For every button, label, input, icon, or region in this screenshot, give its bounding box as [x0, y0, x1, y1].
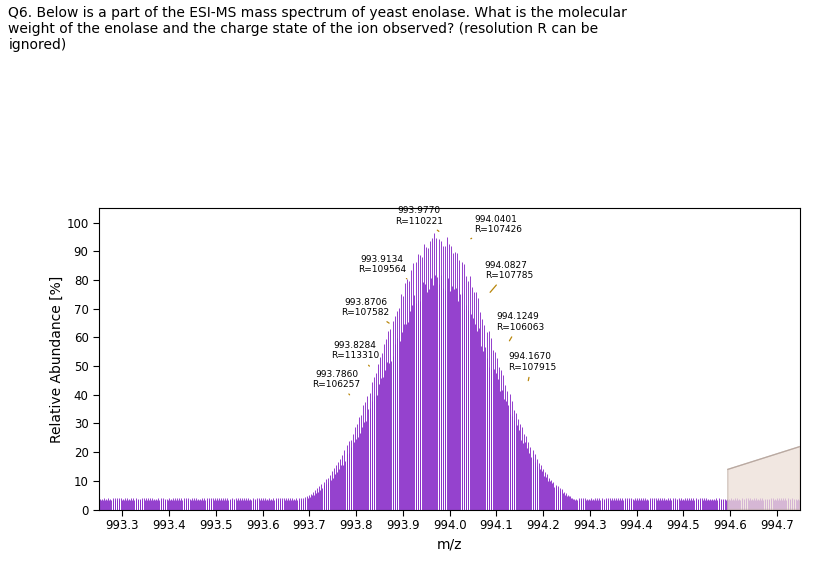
Text: Q6. Below is a part of the ESI-MS mass spectrum of yeast enolase. What is the mo: Q6. Below is a part of the ESI-MS mass s… [8, 6, 627, 52]
Y-axis label: Relative Abundance [%]: Relative Abundance [%] [50, 276, 64, 442]
Polygon shape [728, 446, 800, 510]
Text: 994.1249
R=106063: 994.1249 R=106063 [497, 312, 544, 341]
Text: 994.0827
R=107785: 994.0827 R=107785 [485, 261, 533, 292]
Text: 994.1670
R=107915: 994.1670 R=107915 [508, 353, 556, 380]
Text: 993.8284
R=113310: 993.8284 R=113310 [331, 341, 380, 366]
Text: 994.0401
R=107426: 994.0401 R=107426 [471, 215, 522, 239]
Text: 993.7860
R=106257: 993.7860 R=106257 [313, 369, 361, 395]
Text: 993.8706
R=107582: 993.8706 R=107582 [342, 298, 389, 323]
Text: 993.9134
R=109564: 993.9134 R=109564 [358, 255, 407, 278]
X-axis label: m/z: m/z [437, 538, 462, 552]
Text: 993.9770
R=110221: 993.9770 R=110221 [395, 206, 443, 232]
